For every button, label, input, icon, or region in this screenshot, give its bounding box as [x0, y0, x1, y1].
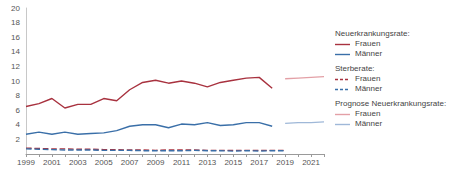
- svg-text:16: 16: [11, 33, 20, 42]
- svg-text:2015: 2015: [224, 158, 242, 167]
- svg-text:10: 10: [11, 77, 20, 86]
- svg-text:Männer: Männer: [355, 49, 382, 58]
- svg-text:14: 14: [11, 47, 20, 56]
- svg-text:Frauen: Frauen: [355, 74, 380, 83]
- svg-text:2019: 2019: [276, 158, 294, 167]
- svg-text:2009: 2009: [147, 158, 165, 167]
- svg-text:2013: 2013: [198, 158, 216, 167]
- svg-text:Prognose Neuerkrankungsrate:: Prognose Neuerkrankungsrate:: [335, 99, 446, 108]
- svg-text:18: 18: [11, 18, 20, 27]
- svg-text:Sterberate:: Sterberate:: [335, 64, 375, 73]
- svg-text:2003: 2003: [69, 158, 87, 167]
- svg-text:2007: 2007: [121, 158, 139, 167]
- svg-text:6: 6: [16, 106, 21, 115]
- svg-text:Neuerkrankungsrate:: Neuerkrankungsrate:: [335, 29, 410, 38]
- svg-text:1999: 1999: [17, 158, 35, 167]
- svg-text:2005: 2005: [95, 158, 113, 167]
- svg-text:Frauen: Frauen: [355, 109, 380, 118]
- svg-text:Frauen: Frauen: [355, 39, 380, 48]
- svg-text:20: 20: [11, 4, 20, 13]
- svg-text:Männer: Männer: [355, 119, 382, 128]
- svg-text:4: 4: [16, 120, 21, 129]
- svg-text:12: 12: [11, 62, 20, 71]
- svg-text:2017: 2017: [250, 158, 268, 167]
- svg-text:2021: 2021: [302, 158, 320, 167]
- svg-text:Männer: Männer: [355, 84, 382, 93]
- svg-text:8: 8: [16, 91, 21, 100]
- svg-text:2: 2: [16, 135, 21, 144]
- svg-text:2001: 2001: [43, 158, 61, 167]
- svg-text:2011: 2011: [173, 158, 191, 167]
